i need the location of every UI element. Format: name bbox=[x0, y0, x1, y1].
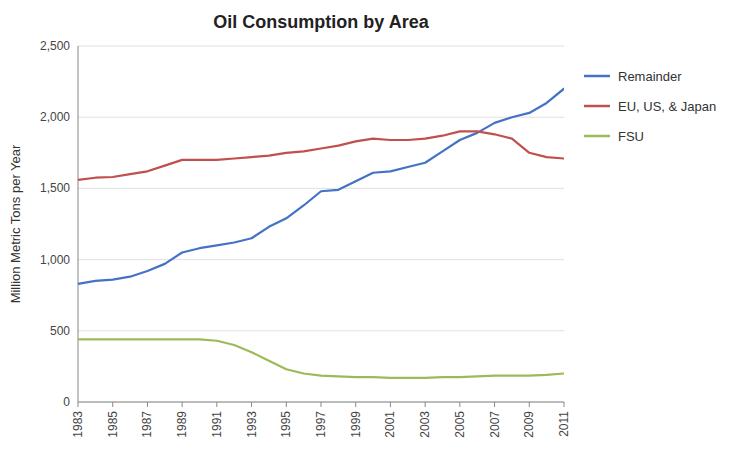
legend-label: Remainder bbox=[618, 69, 682, 84]
x-tick-label: 2003 bbox=[418, 411, 432, 438]
y-axis bbox=[78, 46, 79, 402]
legend: Remainder EU, US, & Japan FSU bbox=[584, 69, 716, 144]
grid-line bbox=[78, 117, 564, 118]
legend-label: EU, US, & Japan bbox=[618, 99, 716, 114]
x-tick bbox=[78, 402, 79, 407]
y-tick-label: 0 bbox=[63, 395, 70, 409]
x-tick-label: 2009 bbox=[522, 411, 536, 438]
grid-line bbox=[78, 402, 564, 403]
y-tick-label: 500 bbox=[50, 324, 70, 338]
x-tick bbox=[459, 402, 460, 407]
x-tick bbox=[251, 402, 252, 407]
x-tick bbox=[355, 402, 356, 407]
y-tick-label: 2,500 bbox=[40, 39, 70, 53]
y-tick-label: 1,500 bbox=[40, 181, 70, 195]
x-tick-label: 2011 bbox=[557, 411, 571, 437]
legend-swatch bbox=[584, 105, 610, 108]
grid-line bbox=[78, 259, 564, 260]
y-axis-label: Million Metric Tons per Year bbox=[8, 144, 23, 303]
x-tick bbox=[216, 402, 217, 407]
x-tick-label: 1997 bbox=[314, 411, 328, 438]
y-tick-label: 1,000 bbox=[40, 253, 70, 267]
plot-area bbox=[78, 89, 564, 378]
x-tick-label: 1989 bbox=[175, 411, 189, 438]
x-tick-label: 1993 bbox=[245, 411, 259, 438]
x-tick-label: 2001 bbox=[383, 411, 397, 438]
x-tick bbox=[425, 402, 426, 407]
series-line bbox=[78, 131, 564, 179]
title: Oil Consumption by Area bbox=[213, 12, 429, 32]
x-axis bbox=[78, 402, 564, 403]
x-tick bbox=[529, 402, 530, 407]
x-tick-label: 1985 bbox=[106, 411, 120, 438]
legend-swatch bbox=[584, 75, 610, 78]
x-tick bbox=[564, 402, 565, 407]
x-tick-label: 1987 bbox=[140, 411, 154, 438]
x-tick bbox=[321, 402, 322, 407]
series-line bbox=[78, 89, 564, 284]
x-tick bbox=[112, 402, 113, 407]
grid-line bbox=[78, 46, 564, 47]
x-tick bbox=[494, 402, 495, 407]
x-tick-label: 1999 bbox=[349, 411, 363, 438]
series-line bbox=[78, 339, 564, 377]
x-tick-label: 1995 bbox=[279, 411, 293, 438]
chart: 0 500 1,000 1,500 2,000 2,500 1983 1985 1987 1989… bbox=[0, 0, 754, 454]
grid-line bbox=[78, 330, 564, 331]
x-tick-label: 1991 bbox=[210, 411, 224, 438]
x-tick bbox=[147, 402, 148, 407]
x-tick bbox=[182, 402, 183, 407]
x-tick-label: 2007 bbox=[488, 411, 502, 438]
x-tick-label: 1983 bbox=[71, 411, 85, 438]
grid bbox=[78, 46, 564, 402]
legend-swatch bbox=[584, 135, 610, 138]
x-tick bbox=[390, 402, 391, 407]
x-tick bbox=[286, 402, 287, 407]
x-tick-label: 2005 bbox=[453, 411, 467, 438]
y-tick-label: 2,000 bbox=[40, 110, 70, 124]
grid-line bbox=[78, 188, 564, 189]
legend-label: FSU bbox=[618, 129, 644, 144]
